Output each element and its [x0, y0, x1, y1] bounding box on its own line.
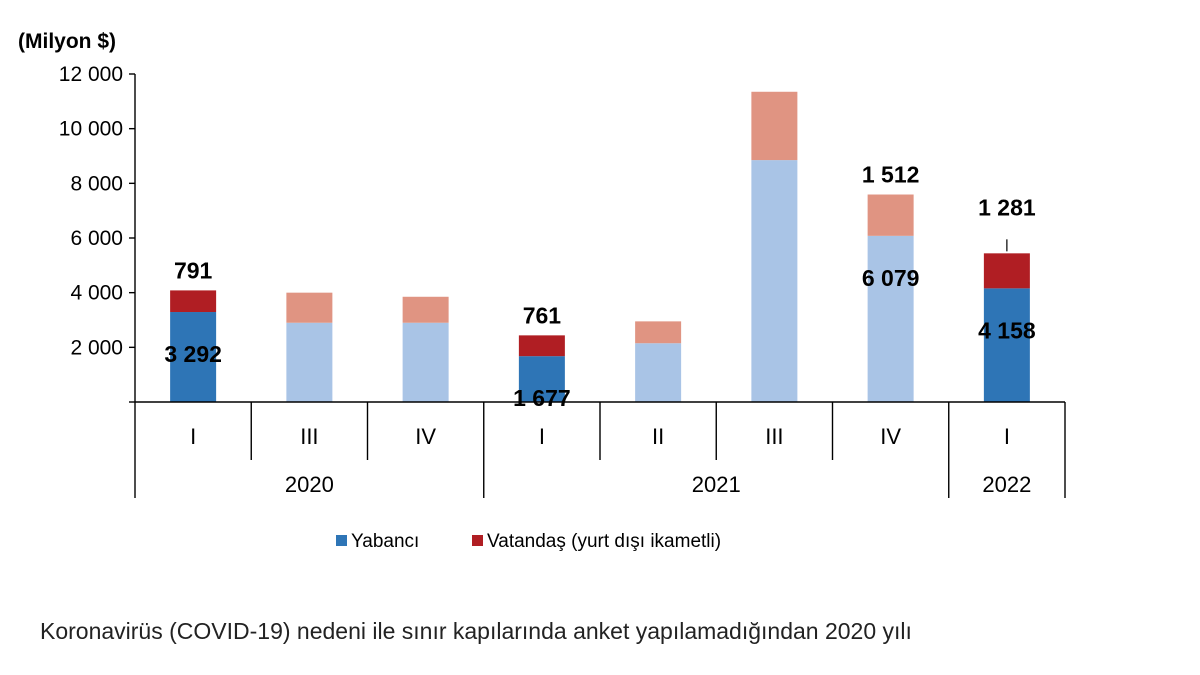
- value-label-yabanci: 1 677: [513, 385, 571, 411]
- legend-vatandas-swatch: [472, 535, 483, 546]
- category-label: I: [539, 424, 545, 449]
- value-label-yabanci: 6 079: [862, 265, 920, 291]
- category-label: IV: [415, 424, 436, 449]
- y-tick-label: 12 000: [59, 63, 123, 86]
- legend-vatandas-label: Vatandaş (yurt dışı ikametli): [487, 531, 721, 552]
- footnote: Koronavirüs (COVID-19) nedeni ile sınır …: [40, 618, 912, 644]
- y-tick-label: 8 000: [70, 172, 123, 195]
- category-label: IV: [880, 424, 901, 449]
- y-tick-label: 4 000: [70, 282, 123, 305]
- bar-yabanci: [751, 160, 798, 402]
- category-label: I: [1004, 424, 1010, 449]
- bar-vatandas: [518, 335, 565, 357]
- category-label: III: [300, 424, 318, 449]
- bar-vatandas: [867, 194, 914, 236]
- bar-vatandas: [635, 321, 682, 344]
- legend-yabanci-swatch: [336, 535, 347, 546]
- value-label-yabanci: 3 292: [164, 341, 222, 367]
- legend-yabanci-label: Yabancı: [351, 531, 419, 552]
- bar-vatandas: [402, 296, 449, 323]
- y-axis: 2 000 4 000 6 000 8 000 10 000 12 000: [59, 63, 136, 403]
- data-labels: 3 292 791 1 677 761 6 079 1 512 4 158 1 281: [164, 162, 1036, 412]
- category-label: II: [652, 424, 664, 449]
- bar-vatandas: [286, 292, 333, 323]
- value-label-vatandas: 1 281: [978, 194, 1036, 220]
- y-tick-label: 10 000: [59, 118, 123, 141]
- y-unit-label: (Milyon $): [18, 30, 116, 53]
- bar-yabanci: [518, 356, 565, 402]
- bar-yabanci: [286, 322, 333, 402]
- bar-yabanci: [983, 288, 1030, 402]
- bar-vatandas: [751, 91, 798, 161]
- bar-vatandas: [983, 253, 1030, 289]
- bar-vatandas: [170, 290, 217, 313]
- y-tick-label: 2 000: [70, 336, 123, 359]
- value-label-vatandas: 791: [174, 257, 213, 283]
- bar-yabanci: [170, 312, 217, 402]
- category-label: III: [765, 424, 783, 449]
- bar-yabanci: [635, 343, 682, 402]
- bars: [170, 91, 1030, 402]
- y-tick-label: 6 000: [70, 227, 123, 250]
- year-label: 2020: [285, 472, 334, 497]
- year-label: 2022: [982, 472, 1031, 497]
- bar-yabanci: [402, 322, 449, 402]
- legend: Yabancı Vatandaş (yurt dışı ikametli): [336, 531, 721, 552]
- bar-yabanci: [867, 235, 914, 402]
- value-label-vatandas: 1 512: [862, 162, 920, 188]
- value-label-yabanci: 4 158: [978, 317, 1036, 343]
- year-label: 2021: [692, 472, 741, 497]
- stacked-bar-chart: (Milyon $) 2 000 4 000 6 000 8 000 10 000 12 …: [18, 30, 1066, 552]
- category-label: I: [190, 424, 196, 449]
- value-label-vatandas: 761: [523, 302, 562, 328]
